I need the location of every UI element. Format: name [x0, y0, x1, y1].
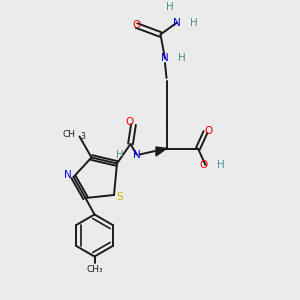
Polygon shape — [156, 147, 166, 156]
Text: CH₃: CH₃ — [86, 265, 103, 274]
Text: S: S — [116, 191, 123, 202]
Text: H: H — [166, 2, 173, 13]
Text: 3: 3 — [81, 132, 85, 141]
Text: O: O — [126, 116, 134, 127]
Text: N: N — [173, 17, 181, 28]
Text: CH: CH — [62, 130, 76, 139]
Text: N: N — [64, 170, 72, 181]
Text: H: H — [190, 17, 197, 28]
Text: H: H — [178, 53, 185, 64]
Text: O: O — [200, 160, 208, 170]
Text: N: N — [133, 149, 140, 160]
Text: H: H — [116, 149, 124, 160]
Text: N: N — [161, 53, 169, 64]
Text: O: O — [204, 125, 213, 136]
Text: H: H — [217, 160, 224, 170]
Text: O: O — [132, 20, 141, 31]
